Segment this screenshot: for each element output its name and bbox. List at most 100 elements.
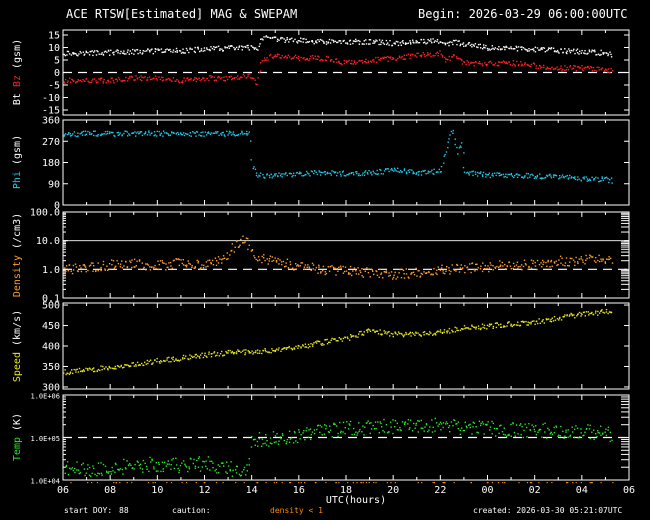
data-point-phi <box>568 177 570 179</box>
data-point-phi <box>433 168 435 170</box>
data-point-density <box>112 260 115 262</box>
data-point-speed <box>467 327 470 329</box>
data-point-bz <box>601 67 604 69</box>
data-point-density <box>85 271 87 273</box>
data-point-bt <box>534 46 537 48</box>
data-point-phi <box>593 179 595 181</box>
data-point-bt <box>318 40 320 43</box>
data-point-bz <box>206 77 208 80</box>
data-point-bz <box>609 72 611 74</box>
data-point-speed <box>304 346 306 348</box>
data-point-phi <box>432 172 434 175</box>
data-point-density <box>402 269 405 272</box>
data-point-bt <box>68 53 71 55</box>
data-point-density <box>360 271 362 274</box>
data-point-temp <box>337 432 339 435</box>
caution-marker <box>538 482 540 484</box>
data-point-bt <box>189 47 191 49</box>
data-point-density <box>595 257 597 259</box>
data-point-phi <box>463 152 465 154</box>
data-point-temp <box>319 431 321 434</box>
caution-marker <box>591 482 593 484</box>
data-point-density <box>541 266 543 268</box>
data-point-bt <box>471 43 473 46</box>
data-point-bt <box>368 43 370 45</box>
data-point-bt <box>340 42 342 44</box>
data-point-bt <box>515 45 517 48</box>
data-point-speed <box>464 327 466 330</box>
data-point-phi <box>329 172 332 175</box>
data-point-density <box>500 264 502 266</box>
data-point-phi <box>497 172 500 175</box>
data-point-temp <box>413 422 415 425</box>
data-point-speed <box>216 352 219 354</box>
data-point-speed <box>156 361 158 363</box>
data-point-bt <box>85 51 87 54</box>
data-point-temp <box>605 434 608 437</box>
data-point-bt <box>583 52 585 54</box>
data-point-bt <box>580 52 582 54</box>
data-point-temp <box>304 439 306 441</box>
data-point-speed <box>494 322 497 324</box>
data-point-phi <box>567 178 569 180</box>
data-point-speed <box>191 356 194 358</box>
data-point-temp <box>148 470 150 473</box>
data-point-bt <box>228 45 230 47</box>
data-point-density <box>361 268 363 270</box>
series-temp <box>62 417 613 477</box>
data-point-phi <box>116 132 118 134</box>
data-point-bt <box>401 41 403 43</box>
data-point-speed <box>87 368 89 370</box>
data-point-temp <box>317 424 319 426</box>
data-point-speed <box>229 349 231 352</box>
data-point-density <box>342 272 345 274</box>
data-point-speed <box>468 328 470 330</box>
data-point-density <box>456 264 459 266</box>
data-point-bt <box>415 42 417 44</box>
caution-marker <box>600 482 602 484</box>
data-point-speed <box>388 331 390 333</box>
data-point-density <box>569 261 571 263</box>
data-point-density <box>126 266 129 268</box>
data-point-temp <box>411 430 414 432</box>
data-point-density <box>388 272 390 274</box>
data-point-temp <box>399 429 401 431</box>
data-point-density <box>180 259 182 261</box>
data-point-bt <box>127 49 129 51</box>
data-point-phi <box>563 177 565 179</box>
data-point-bz <box>261 60 263 62</box>
data-point-bz <box>246 77 248 79</box>
data-point-phi <box>248 131 250 133</box>
data-point-bz <box>572 67 574 70</box>
data-point-bt <box>438 42 440 44</box>
data-point-temp <box>261 445 263 447</box>
data-point-temp <box>473 422 475 424</box>
data-point-speed <box>439 331 442 333</box>
data-point-bt <box>404 43 407 45</box>
data-point-bt <box>176 51 178 53</box>
data-point-temp <box>185 466 188 468</box>
data-point-bz <box>139 79 142 81</box>
data-point-temp <box>504 434 506 436</box>
data-point-temp <box>65 465 67 468</box>
data-point-temp <box>98 473 101 475</box>
data-point-speed <box>340 338 342 340</box>
data-point-bz <box>325 59 327 62</box>
data-point-bz <box>126 80 129 82</box>
data-point-speed <box>425 333 428 335</box>
data-point-bt <box>217 45 220 47</box>
data-point-bt <box>584 50 586 52</box>
data-point-speed <box>103 367 106 370</box>
data-point-density <box>182 259 184 261</box>
data-point-bz <box>587 66 590 68</box>
xtick-label-5: 16 <box>293 485 305 496</box>
data-point-density <box>355 273 358 275</box>
data-point-temp <box>235 472 238 474</box>
data-point-phi <box>173 132 175 134</box>
data-point-temp <box>609 431 612 434</box>
data-point-bz <box>351 60 353 62</box>
data-point-bt <box>496 48 498 50</box>
data-point-density <box>542 263 544 266</box>
data-point-density <box>372 270 374 272</box>
data-point-temp <box>183 460 185 462</box>
